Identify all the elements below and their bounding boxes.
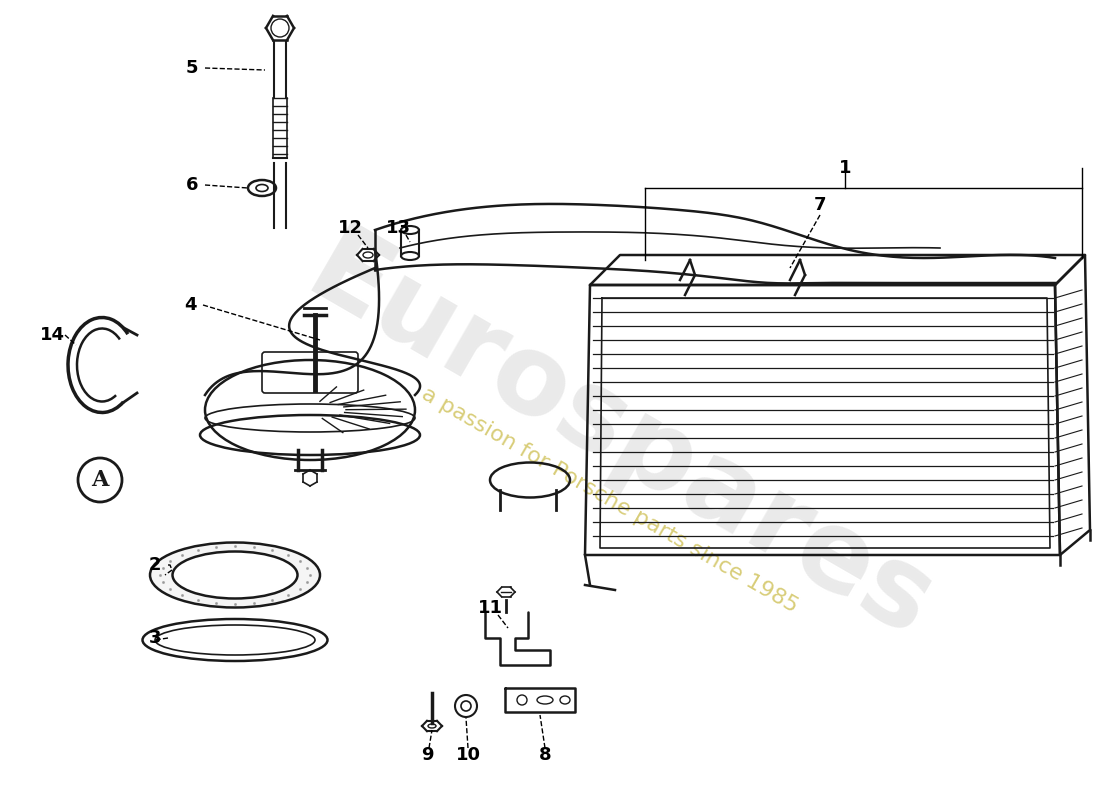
Ellipse shape: [173, 551, 297, 598]
Text: 9: 9: [420, 746, 433, 764]
Text: 5: 5: [186, 59, 198, 77]
Text: 11: 11: [477, 599, 503, 617]
Text: 3: 3: [148, 629, 162, 647]
Text: 12: 12: [338, 219, 363, 237]
Text: 14: 14: [40, 326, 65, 344]
Text: 13: 13: [385, 219, 410, 237]
Ellipse shape: [248, 180, 276, 196]
Text: 8: 8: [539, 746, 551, 764]
Text: 1: 1: [838, 159, 851, 177]
Text: A: A: [91, 469, 109, 491]
Text: a passion for Porsche parts since 1985: a passion for Porsche parts since 1985: [418, 383, 802, 617]
Ellipse shape: [256, 185, 268, 191]
Text: 2: 2: [148, 556, 162, 574]
Text: Eurospares: Eurospares: [288, 218, 952, 662]
Ellipse shape: [461, 701, 471, 711]
Ellipse shape: [455, 695, 477, 717]
Circle shape: [78, 458, 122, 502]
Text: 4: 4: [184, 296, 196, 314]
Text: 7: 7: [814, 196, 826, 214]
Ellipse shape: [150, 542, 320, 607]
Text: 10: 10: [455, 746, 481, 764]
Text: 6: 6: [186, 176, 198, 194]
